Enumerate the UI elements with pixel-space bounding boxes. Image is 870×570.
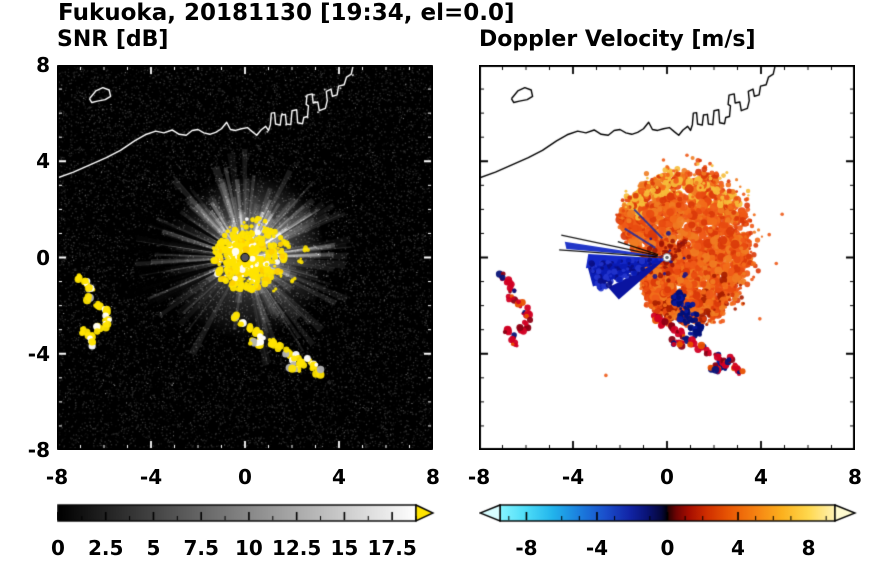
snr-y-tick-label: 8 [36,53,50,77]
doppler-colorbar-tick-label: -8 [515,536,538,560]
snr-colorbar-tick-label: 12.5 [271,536,322,560]
snr-x-tick-label: 4 [332,465,346,489]
snr-colorbar-tick-label: 17.5 [367,536,417,560]
doppler-colorbar-tick-label: 4 [731,536,745,560]
snr-x-tick-label: 8 [426,465,440,489]
snr-colorbar-tick-label: 10 [235,536,263,560]
snr-x-tick-label: -4 [139,465,163,489]
dop-x-tick-label: 8 [848,465,862,489]
snr-y-tick-label: 4 [36,149,50,174]
doppler-colorbar [479,503,859,525]
snr-colorbar-tick-label: 7.5 [183,536,219,560]
snr-colorbar-tick-label: 0 [51,536,65,560]
figure-title: Fukuoka, 20181130 [19:34, el=0.0] [58,0,515,26]
dop-x-tick-label: -8 [467,465,491,489]
snr-y-tick-label: -8 [27,438,50,462]
snr-x-tick-label: 0 [238,465,252,489]
snr-x-tick-label: -8 [45,465,69,489]
snr-colorbar [57,503,439,525]
snr-radar-ppi [57,65,433,450]
doppler-colorbar-tick-label: 0 [660,536,675,560]
doppler-colorbar-tick-label: -4 [585,536,609,560]
snr-colorbar-tick-label: 5 [146,536,161,560]
doppler-colorbar-tick-label: 8 [801,536,816,560]
snr-y-tick-label: 0 [36,245,50,270]
dop-x-tick-label: -4 [561,465,585,489]
snr-colorbar-tick-label: 2.5 [88,536,124,560]
snr-colorbar-tick-label: 15 [330,536,359,560]
doppler-radar-ppi [479,65,855,450]
snr-y-tick-label: -4 [27,341,50,366]
dop-x-tick-label: 4 [754,465,768,489]
doppler-panel-title: Doppler Velocity [m/s] [479,27,756,52]
dop-x-tick-label: 0 [660,465,674,489]
snr-panel-title: SNR [dB] [57,27,169,52]
